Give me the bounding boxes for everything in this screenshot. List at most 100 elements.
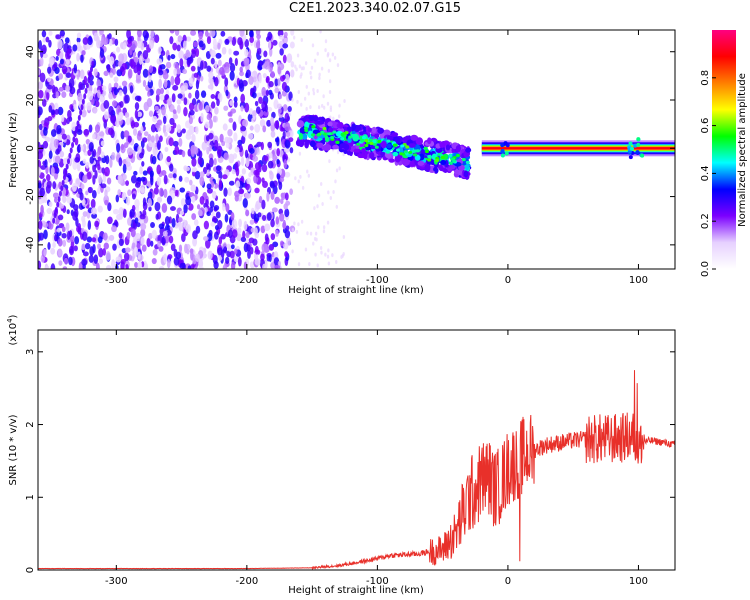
- heatmap-cell: [74, 156, 81, 163]
- heatmap-cell: [306, 231, 309, 236]
- heatmap-cell: [45, 36, 50, 43]
- heatmap-cell: [296, 53, 300, 58]
- heatmap-cell: [59, 52, 64, 60]
- heatmap-cell: [283, 159, 288, 169]
- heatmap-cell: [364, 143, 369, 148]
- heatmap-cell: [97, 89, 101, 99]
- x-tick-label: -300: [105, 576, 128, 587]
- heatmap-cell: [214, 60, 218, 69]
- heatmap-cell: [160, 87, 165, 95]
- heatmap-cell: [227, 187, 232, 196]
- heatmap-cell: [141, 244, 147, 252]
- heatmap-cell: [636, 142, 641, 147]
- y-tick-label: 20: [25, 94, 36, 107]
- heatmap-cell: [48, 39, 52, 48]
- y-tick-label: 1: [25, 494, 36, 500]
- heatmap-cell: [221, 202, 226, 212]
- heatmap-cell: [164, 131, 168, 137]
- heatmap-cell: [424, 163, 431, 172]
- heatmap-cell: [319, 30, 322, 34]
- heatmap-cell: [283, 31, 288, 38]
- heatmap-cell: [109, 56, 115, 66]
- heatmap-cell: [297, 262, 301, 267]
- heatmap-cell: [108, 38, 113, 47]
- heatmap-cell: [161, 106, 166, 116]
- heatmap-cell: [73, 103, 77, 111]
- heatmap-cell: [300, 66, 304, 71]
- heatmap-cell: [100, 140, 105, 147]
- heatmap-cell: [182, 68, 188, 75]
- heatmap-cell: [68, 245, 75, 256]
- heatmap-cell: [191, 195, 196, 203]
- colorbar: 0.0 0.2 0.4 0.6 0.8 Normalized spectral ampl…: [700, 30, 748, 277]
- heatmap-cell: [104, 111, 109, 120]
- heatmap-cell: [190, 65, 196, 72]
- heatmap-cell: [134, 109, 139, 119]
- heatmap-cell: [82, 211, 88, 217]
- heatmap-cell: [413, 153, 418, 157]
- heatmap-cell: [187, 129, 193, 135]
- heatmap-cell: [245, 192, 251, 199]
- heatmap-cell: [299, 74, 302, 79]
- heatmap-cell: [306, 169, 309, 174]
- heatmap-cell: [218, 179, 223, 189]
- heatmap-cell: [93, 87, 98, 95]
- heatmap-cell: [248, 172, 252, 178]
- heatmap-cell: [58, 86, 64, 92]
- heatmap-cell: [222, 174, 228, 180]
- heatmap-cell: [245, 69, 251, 79]
- heatmap-cell: [198, 266, 204, 269]
- heatmap-cell: [270, 219, 275, 228]
- heatmap-cell: [254, 123, 261, 133]
- heatmap-cell: [96, 38, 101, 49]
- heatmap-cell: [41, 98, 47, 107]
- heatmap-cell: [342, 251, 345, 256]
- heatmap-cell: [85, 190, 89, 196]
- heatmap-cell: [200, 90, 207, 98]
- heatmap-cell: [65, 163, 69, 170]
- heatmap-cell: [301, 185, 305, 190]
- heatmap-cell: [139, 166, 143, 175]
- heatmap-cell: [129, 46, 133, 56]
- heatmap-cell: [244, 182, 250, 191]
- heatmap-cell: [259, 119, 266, 127]
- heatmap-cell: [150, 240, 154, 247]
- heatmap-cell: [314, 252, 317, 257]
- heatmap-cell: [322, 94, 325, 99]
- heatmap-cell: [90, 198, 96, 209]
- heatmap-cell: [218, 236, 223, 245]
- heatmap-cell: [225, 203, 230, 213]
- heatmap-cell: [136, 222, 141, 228]
- heatmap-x-ticks: -300 -200 -100 0 100: [105, 30, 648, 286]
- heatmap-cell: [326, 254, 330, 259]
- heatmap-cell: [114, 38, 119, 46]
- heatmap-cell: [289, 188, 294, 195]
- heatmap-cell: [105, 155, 110, 165]
- heatmap-cell: [415, 149, 420, 153]
- snr-panel: -300 -200 -100 0 100 0 1 2 3 Height of straight…: [6, 314, 676, 596]
- heatmap-cell: [260, 253, 265, 261]
- heatmap-cell: [150, 176, 154, 186]
- y-tick-label: 0: [25, 567, 36, 573]
- heatmap-cell: [89, 80, 94, 86]
- heatmap-cell: [174, 145, 180, 155]
- heatmap-cell: [377, 139, 382, 144]
- heatmap-cell: [233, 50, 240, 56]
- heatmap-cell: [265, 89, 269, 97]
- heatmap-cell: [47, 242, 51, 250]
- heatmap-cell: [207, 84, 214, 90]
- heatmap-cell: [235, 166, 240, 177]
- heatmap-cell: [88, 71, 92, 78]
- heatmap-x-label: Height of straight line (km): [288, 285, 424, 296]
- heatmap-cell: [361, 147, 367, 154]
- heatmap-cell: [162, 124, 167, 134]
- heatmap-cell: [146, 97, 153, 108]
- heatmap-cell: [111, 151, 116, 161]
- heatmap-cell: [438, 164, 443, 170]
- heatmap-cell: [163, 79, 168, 89]
- heatmap-cell: [231, 169, 236, 175]
- heatmap-cell: [188, 116, 193, 125]
- heatmap-cell: [231, 219, 238, 229]
- heatmap-cell: [142, 197, 147, 206]
- heatmap-cell: [275, 216, 280, 225]
